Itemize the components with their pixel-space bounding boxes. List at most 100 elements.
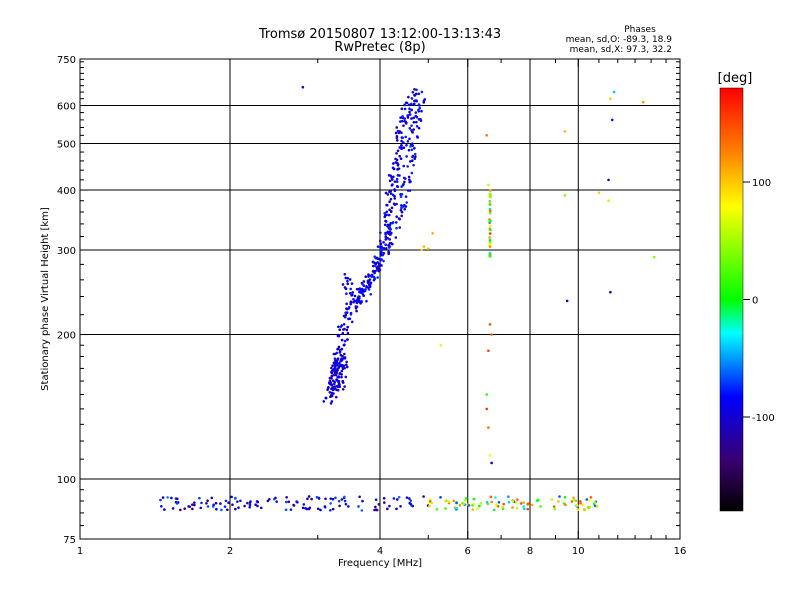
data-point <box>422 99 426 103</box>
data-point <box>347 505 350 508</box>
data-point <box>345 328 349 332</box>
data-point <box>231 503 234 507</box>
data-point <box>340 357 343 361</box>
data-point <box>357 299 361 302</box>
grid-lines <box>80 59 680 539</box>
data-point <box>408 113 412 116</box>
data-point <box>553 507 557 511</box>
data-point <box>382 240 385 244</box>
data-point <box>447 500 451 503</box>
data-point <box>388 225 391 229</box>
data-point <box>485 134 489 137</box>
data-point <box>341 380 344 383</box>
data-point <box>385 210 389 214</box>
data-point <box>332 373 336 377</box>
y-tick-label: 75 <box>63 535 76 546</box>
data-point <box>214 501 218 505</box>
data-point <box>485 500 489 504</box>
data-point <box>462 502 466 505</box>
data-point <box>348 278 352 281</box>
data-point <box>536 498 540 502</box>
data-point <box>332 392 335 395</box>
data-point <box>488 194 492 198</box>
data-point <box>412 163 415 167</box>
data-point <box>331 388 335 392</box>
data-point <box>402 176 406 180</box>
data-point <box>413 152 417 156</box>
data-point <box>490 461 493 465</box>
data-point <box>485 407 489 411</box>
data-point <box>488 252 492 255</box>
data-point <box>408 126 412 130</box>
data-point <box>334 364 337 368</box>
data-point <box>405 201 408 204</box>
data-point <box>246 501 249 505</box>
data-point <box>292 503 295 507</box>
colorbar-tick-label: -100 <box>752 413 775 424</box>
data-point <box>382 247 385 250</box>
data-point <box>417 118 421 121</box>
data-point <box>558 495 561 498</box>
data-point <box>345 363 348 367</box>
data-point <box>394 221 398 224</box>
data-point <box>414 114 418 118</box>
data-point <box>371 264 375 268</box>
data-point <box>492 508 496 512</box>
data-point <box>384 191 388 195</box>
data-point <box>345 302 348 306</box>
data-point <box>335 362 339 365</box>
data-point <box>403 107 407 111</box>
data-point <box>337 345 341 349</box>
data-point <box>381 253 385 257</box>
data-point <box>347 317 350 321</box>
data-point <box>256 504 259 508</box>
data-point <box>171 507 175 510</box>
data-point <box>487 183 490 187</box>
data-point <box>346 325 350 329</box>
data-point <box>389 210 393 213</box>
data-point <box>400 214 404 218</box>
data-point <box>301 85 305 89</box>
data-point <box>479 502 483 505</box>
data-point <box>411 144 414 147</box>
data-point <box>408 180 412 184</box>
data-point <box>402 164 406 168</box>
data-point <box>418 106 422 110</box>
data-point <box>336 357 340 361</box>
data-point <box>178 508 182 512</box>
data-point <box>285 495 288 499</box>
data-point <box>408 178 411 181</box>
data-point <box>404 120 408 124</box>
data-point <box>402 182 405 186</box>
data-point <box>193 501 196 504</box>
data-point <box>522 505 525 508</box>
data-point <box>402 141 405 144</box>
data-point <box>400 139 403 143</box>
data-point <box>404 205 408 208</box>
phase-stats-o: mean, sd,O: -89.3, 18.9 <box>566 35 673 45</box>
data-point <box>413 146 416 150</box>
data-point <box>415 120 418 124</box>
data-point <box>511 506 514 509</box>
data-point <box>373 261 377 265</box>
data-point <box>335 385 338 388</box>
data-point <box>357 505 360 508</box>
data-point <box>334 352 337 356</box>
data-point <box>389 192 393 195</box>
data-point <box>401 136 404 140</box>
data-point <box>610 118 614 122</box>
y-axis-label: Stationary phase Virtual Height [km] <box>40 207 51 391</box>
data-point <box>210 496 214 500</box>
data-point <box>383 501 386 504</box>
data-point <box>375 508 379 512</box>
data-point <box>410 97 414 100</box>
data-point <box>575 504 579 507</box>
data-point <box>488 232 492 235</box>
data-point <box>393 188 396 191</box>
data-point <box>410 124 413 127</box>
data-point <box>382 496 386 500</box>
data-point <box>400 210 404 214</box>
data-point <box>407 148 411 152</box>
data-point <box>395 202 398 206</box>
data-point <box>390 206 394 210</box>
